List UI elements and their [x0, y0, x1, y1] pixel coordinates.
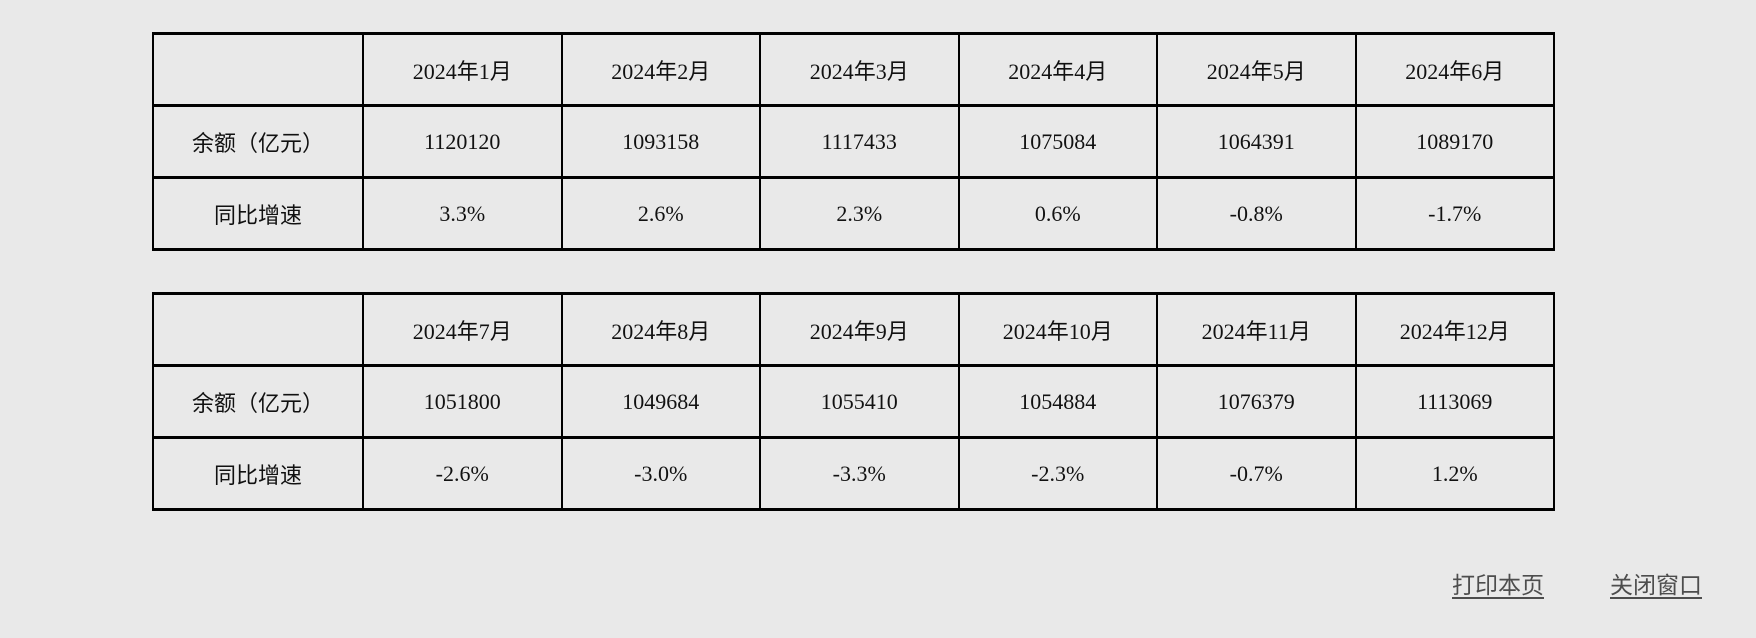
growth-cell: 2.6%	[560, 176, 761, 251]
growth-cell: 2.3%	[759, 176, 960, 251]
month-header: 2024年5月	[1156, 32, 1357, 107]
table-header-row: 2024年1月 2024年2月 2024年3月 2024年4月 2024年5月 …	[152, 32, 1555, 107]
month-header: 2024年8月	[560, 292, 761, 367]
month-header: 2024年3月	[759, 32, 960, 107]
balance-cell: 1120120	[362, 104, 563, 179]
month-header: 2024年12月	[1354, 292, 1555, 367]
growth-cell: -3.3%	[759, 436, 960, 511]
growth-row: 同比增速 -2.6% -3.0% -3.3% -2.3% -0.7% 1.2%	[152, 436, 1555, 511]
balance-cell: 1093158	[560, 104, 761, 179]
empty-corner-cell	[152, 32, 364, 107]
balance-cell: 1117433	[759, 104, 960, 179]
growth-cell: -2.3%	[957, 436, 1158, 511]
month-header: 2024年9月	[759, 292, 960, 367]
balance-row: 余额（亿元） 1120120 1093158 1117433 1075084 1…	[152, 104, 1555, 179]
balance-cell: 1055410	[759, 364, 960, 439]
month-header: 2024年10月	[957, 292, 1158, 367]
row-label-growth: 同比增速	[152, 436, 364, 511]
growth-cell: -2.6%	[362, 436, 563, 511]
row-label-growth: 同比增速	[152, 176, 364, 251]
row-label-balance: 余额（亿元）	[152, 364, 364, 439]
month-header: 2024年2月	[560, 32, 761, 107]
monthly-data-table-jan-jun: 2024年1月 2024年2月 2024年3月 2024年4月 2024年5月 …	[152, 32, 1555, 251]
monthly-data-table-jul-dec: 2024年7月 2024年8月 2024年9月 2024年10月 2024年11…	[152, 292, 1555, 511]
growth-cell: -0.8%	[1156, 176, 1357, 251]
month-header: 2024年6月	[1354, 32, 1555, 107]
close-window-link[interactable]: 关闭窗口	[1610, 573, 1702, 598]
row-label-balance: 余额（亿元）	[152, 104, 364, 179]
balance-row: 余额（亿元） 1051800 1049684 1055410 1054884 1…	[152, 364, 1555, 439]
growth-cell: 1.2%	[1354, 436, 1555, 511]
month-header: 2024年11月	[1156, 292, 1357, 367]
month-header: 2024年4月	[957, 32, 1158, 107]
print-page-link[interactable]: 打印本页	[1452, 573, 1544, 598]
balance-cell: 1049684	[560, 364, 761, 439]
growth-cell: -1.7%	[1354, 176, 1555, 251]
table-header-row: 2024年7月 2024年8月 2024年9月 2024年10月 2024年11…	[152, 292, 1555, 367]
growth-cell: -3.0%	[560, 436, 761, 511]
growth-cell: 0.6%	[957, 176, 1158, 251]
growth-cell: -0.7%	[1156, 436, 1357, 511]
balance-cell: 1064391	[1156, 104, 1357, 179]
balance-cell: 1076379	[1156, 364, 1357, 439]
balance-cell: 1113069	[1354, 364, 1555, 439]
growth-cell: 3.3%	[362, 176, 563, 251]
balance-cell: 1075084	[957, 104, 1158, 179]
balance-cell: 1089170	[1354, 104, 1555, 179]
month-header: 2024年1月	[362, 32, 563, 107]
balance-cell: 1054884	[957, 364, 1158, 439]
empty-corner-cell	[152, 292, 364, 367]
growth-row: 同比增速 3.3% 2.6% 2.3% 0.6% -0.8% -1.7%	[152, 176, 1555, 251]
balance-cell: 1051800	[362, 364, 563, 439]
month-header: 2024年7月	[362, 292, 563, 367]
